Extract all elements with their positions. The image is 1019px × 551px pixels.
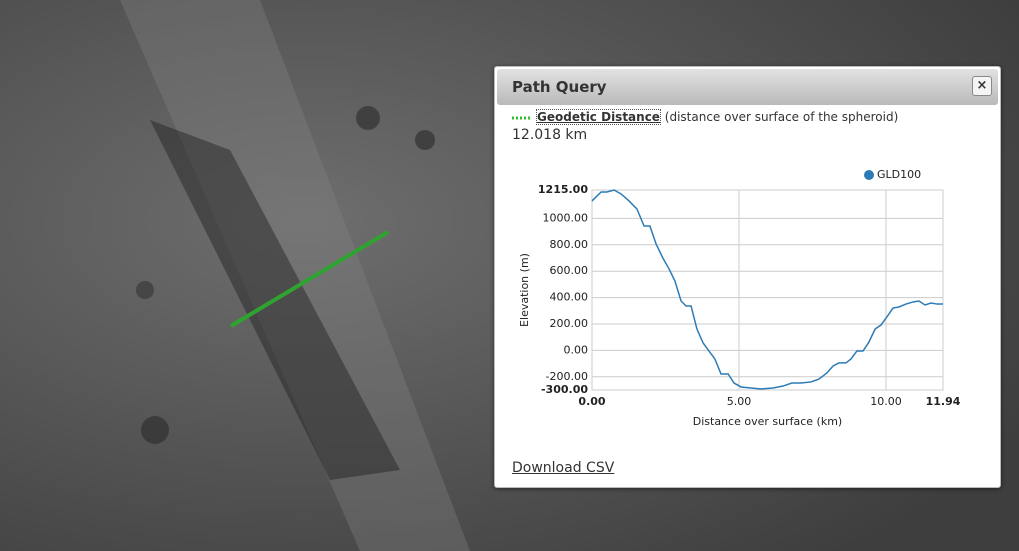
measure-swatch [512,116,532,120]
y-tick-label: 400.00 [550,291,589,304]
measure: Geodetic Distance (distance over surface… [512,109,899,125]
download-link[interactable]: Download CSV [512,460,615,476]
legend-label: GLD100 [877,168,921,181]
chart: -300.00-200.00 0.00 200.00 400.00 600.00 800.… [518,168,961,428]
panel-title: Path Query [512,78,607,96]
y-tick-label: -200.00 [546,370,588,383]
x-tick-label: 10.00 [870,395,902,408]
y-tick-label: -300.00 [541,383,588,396]
path-query-panel: Path Query × Geodetic Distance (distance … [494,66,1001,488]
y-tick-label: 1215.00 [538,183,588,196]
legend-marker [864,170,874,180]
plot-frame [591,189,944,391]
y-tick-label: 0.00 [564,343,589,356]
y-tick-label: 800.00 [550,238,589,251]
x-axis-label: Distance over surface (km) [693,415,842,428]
close-button[interactable]: × [972,76,992,96]
y-axis-label: Elevation (m) [518,253,531,327]
measure-note: (distance over surface of the spheroid) [664,110,899,124]
x-tick-label: 5.00 [727,395,752,408]
x-tick-label: 11.94 [926,395,961,408]
panel-header: Path Query × [497,69,998,105]
y-tick-label: 1000.00 [543,211,589,224]
x-tick-label: 0.00 [578,395,605,408]
y-tick-label: 200.00 [550,317,589,330]
y-tick-label: 600.00 [550,264,589,277]
measure-name[interactable]: Geodetic Distance [536,109,661,125]
elevation-line [591,189,943,390]
path-line[interactable] [229,230,390,328]
distance: 12.018 km [512,127,588,143]
